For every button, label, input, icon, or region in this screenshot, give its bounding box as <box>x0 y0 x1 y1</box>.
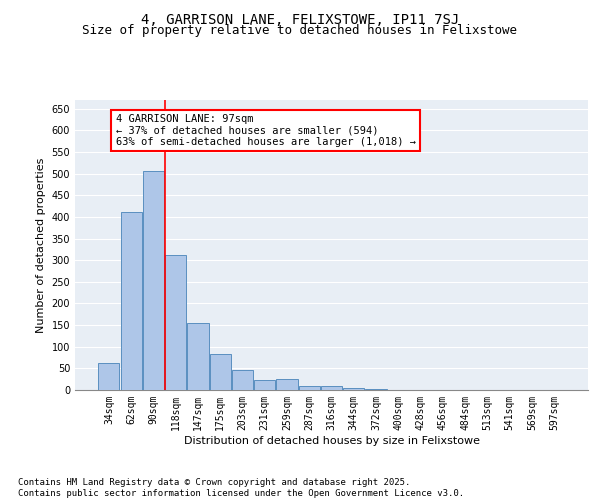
Bar <box>343 388 364 390</box>
X-axis label: Distribution of detached houses by size in Felixstowe: Distribution of detached houses by size … <box>184 436 479 446</box>
Bar <box>209 354 231 390</box>
Bar <box>143 170 164 390</box>
Bar <box>121 212 142 390</box>
Bar <box>365 389 386 390</box>
Bar <box>165 254 186 390</box>
Bar <box>321 386 342 390</box>
Text: 4, GARRISON LANE, FELIXSTOWE, IP11 7SJ: 4, GARRISON LANE, FELIXSTOWE, IP11 7SJ <box>141 12 459 26</box>
Bar <box>232 370 253 390</box>
Bar <box>277 379 298 390</box>
Text: Size of property relative to detached houses in Felixstowe: Size of property relative to detached ho… <box>83 24 517 37</box>
Text: 4 GARRISON LANE: 97sqm
← 37% of detached houses are smaller (594)
63% of semi-de: 4 GARRISON LANE: 97sqm ← 37% of detached… <box>116 114 416 147</box>
Bar <box>254 380 275 390</box>
Bar <box>187 323 209 390</box>
Y-axis label: Number of detached properties: Number of detached properties <box>36 158 46 332</box>
Text: Contains HM Land Registry data © Crown copyright and database right 2025.
Contai: Contains HM Land Registry data © Crown c… <box>18 478 464 498</box>
Bar <box>98 363 119 390</box>
Bar <box>299 386 320 390</box>
